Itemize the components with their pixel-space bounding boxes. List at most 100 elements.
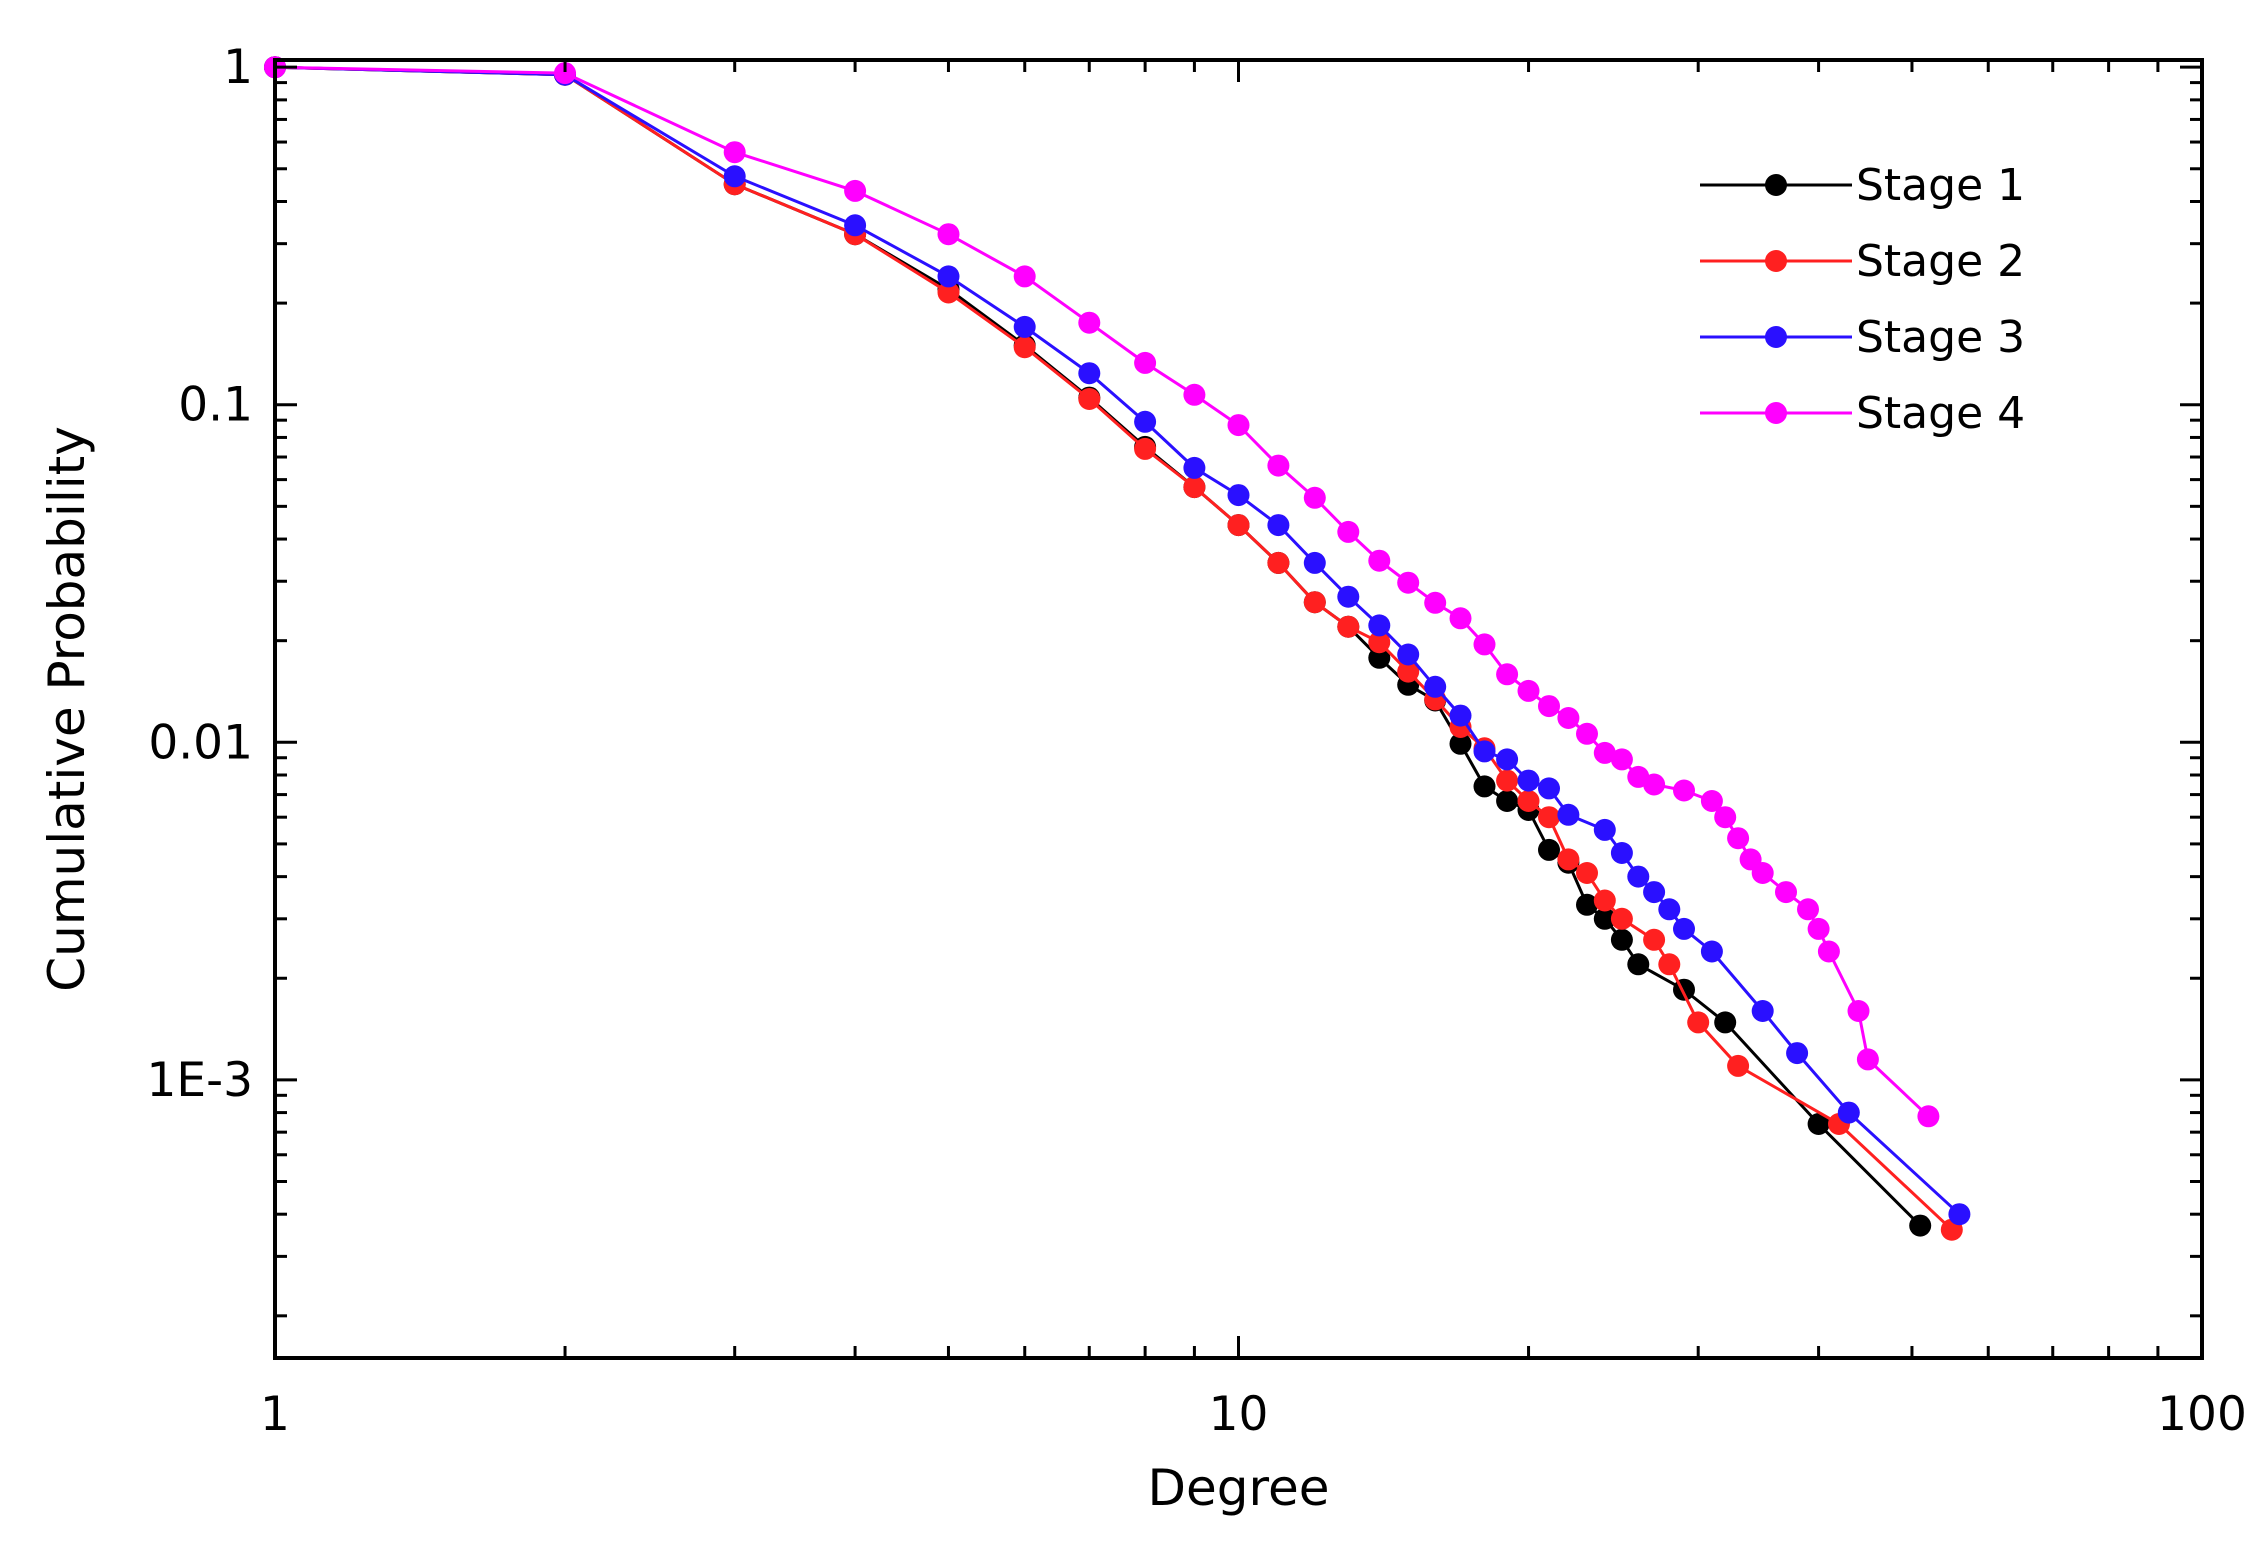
data-point [1449,732,1472,755]
data-point [1538,806,1560,829]
data-point [1538,777,1560,800]
data-point [1751,862,1774,884]
data-point [1837,1101,1860,1124]
data-point [1397,571,1420,594]
data-point [1496,748,1519,771]
data-point [1134,410,1157,433]
legend-label: Stage 1 [1856,160,2025,211]
data-point [1610,907,1633,930]
data-point [1714,1011,1737,1034]
data-point [1807,1113,1830,1135]
data-point [1751,1000,1774,1022]
data-point [1183,383,1206,406]
y-tick-label: 0.01 [148,715,253,770]
legend-label: Stage 4 [1856,388,2025,439]
data-point [1643,928,1666,951]
data-point [554,62,576,85]
data-point [1473,633,1496,656]
series-4 [264,56,1940,1128]
data-point [1673,917,1695,940]
data-point [1658,898,1681,921]
legend: Stage 1 Stage 2 Stage 3 Stage 4 [1700,160,2025,439]
legend-marker [1765,402,1787,424]
legend-marker [1765,250,1787,272]
data-point [1013,336,1036,359]
data-point [1687,1011,1710,1034]
data-point [1303,551,1326,574]
data-point [1775,881,1797,904]
series-line [274,65,1930,1118]
data-point [1673,978,1695,1001]
data-point [1183,476,1206,499]
data-point [1013,265,1036,288]
data-point [1593,741,1616,764]
legend-item: Stage 1 [1700,160,2025,211]
data-point [1593,818,1616,841]
data-point [723,165,746,188]
data-point [1368,614,1391,637]
data-point [1700,790,1723,812]
data-point [1368,646,1391,669]
y-tick-label: 1 [223,40,253,95]
data-point [1517,769,1540,792]
data-point [1593,889,1616,912]
data-point [1337,520,1360,543]
series-2 [264,56,1963,1241]
data-point [1449,704,1472,727]
data-point [937,265,960,288]
data-point [1397,643,1420,666]
x-tick-label: 1 [260,1387,290,1442]
data-point [1078,362,1101,385]
data-point [1948,1203,1971,1226]
data-point [1673,779,1695,802]
data-point [1473,740,1496,763]
data-point [1727,1054,1750,1077]
data-point [937,281,960,304]
legend-label: Stage 2 [1856,236,2025,287]
data-point [1847,1000,1870,1022]
data-point [1610,748,1633,771]
data-point [1610,928,1633,951]
x-tick-label: 100 [2157,1387,2247,1442]
data-point [1576,893,1598,916]
data-point [1593,907,1616,930]
x-axis-title: Degree [1148,1459,1330,1517]
data-point [1807,917,1830,940]
data-point [1856,1048,1879,1071]
data-point [1610,842,1633,864]
data-point [1267,514,1290,537]
data-point [723,141,746,164]
data-point [844,179,867,202]
data-point [1517,790,1540,812]
data-point [1078,311,1101,334]
data-point [1797,898,1819,921]
axes-layer: 1 10 100 1 0.1 0.01 1E-3 Degree Cumulative Proba… [38,40,2247,1517]
legend-marker [1765,326,1787,348]
x-tick-label: 10 [1209,1387,1269,1442]
data-point [1449,607,1472,630]
data-point [1909,1214,1932,1237]
data-point [1627,865,1650,888]
legend-marker [1765,174,1787,196]
data-point [1517,679,1540,702]
legend-label: Stage 3 [1856,312,2025,363]
data-point [1368,631,1391,654]
data-point [1337,615,1360,638]
data-point [1303,591,1326,614]
data-point [937,223,960,246]
data-point [1786,1042,1809,1065]
plot-frame [273,58,2204,1360]
legend-item: Stage 3 [1700,312,2025,363]
series-layer [264,56,1971,1241]
data-point [1538,838,1560,861]
data-point [1496,790,1519,812]
data-point [1576,862,1598,884]
data-point [1134,437,1157,460]
data-point [1134,351,1157,374]
data-point [1337,585,1360,608]
data-point [1303,486,1326,509]
data-point [1368,549,1391,572]
data-point [1013,315,1036,338]
